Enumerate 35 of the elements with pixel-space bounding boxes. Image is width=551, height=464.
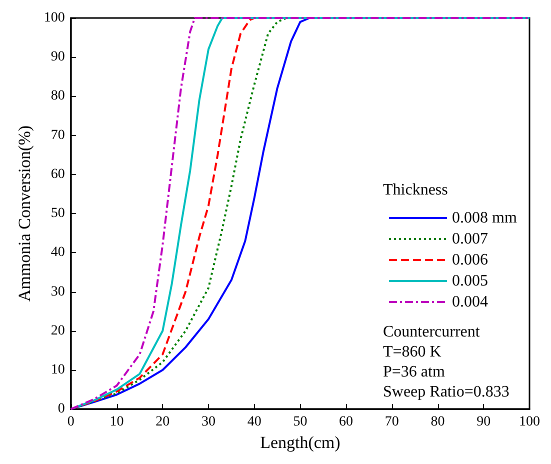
y-tick-label: 100 [44, 10, 65, 26]
annotation: Sweep Ratio=0.833 [383, 384, 510, 400]
x-tick-label: 90 [476, 414, 491, 430]
annotation: T=860 K [383, 344, 442, 360]
line-series [70, 17, 530, 410]
y-tick-label: 10 [50, 362, 65, 378]
legend-title: Thickness [383, 182, 448, 198]
x-tick-label: 20 [156, 414, 170, 430]
x-tick-label: 0 [67, 414, 74, 430]
x-tick-label: 50 [293, 414, 308, 430]
y-tick-label: 20 [50, 323, 65, 338]
x-tick-label: 80 [430, 414, 445, 430]
y-tick-label: 80 [50, 88, 65, 104]
y-tick-label: 30 [50, 284, 65, 300]
legend-label: 0.006 [452, 252, 488, 268]
annotation: Countercurrent [383, 324, 480, 340]
y-axis-title: Ammonia Conversion(%) [15, 125, 34, 302]
x-tick-label: 40 [247, 414, 262, 430]
annotation: P=36 atm [383, 364, 446, 380]
y-tick-label: 40 [50, 245, 65, 260]
legend-label: 0.008 mm [452, 210, 518, 226]
y-tick-label: 0 [58, 402, 65, 417]
x-tick-label: 30 [201, 414, 216, 430]
y-tick-label: 70 [50, 128, 65, 143]
x-tick-label: 10 [110, 414, 124, 430]
legend-label: 0.007 [452, 230, 488, 248]
y-tick-label: 90 [50, 50, 65, 65]
x-tick-label: 100 [519, 414, 540, 430]
x-axis-title: Length(cm) [260, 433, 340, 452]
x-tick-label: 70 [384, 414, 399, 430]
legend-label: 0.005 [452, 272, 488, 290]
legend-label: 0.004 [452, 294, 488, 310]
y-tick-label: 60 [50, 166, 65, 182]
y-tick-label: 50 [50, 206, 65, 222]
x-tick-label: 60 [339, 414, 354, 430]
